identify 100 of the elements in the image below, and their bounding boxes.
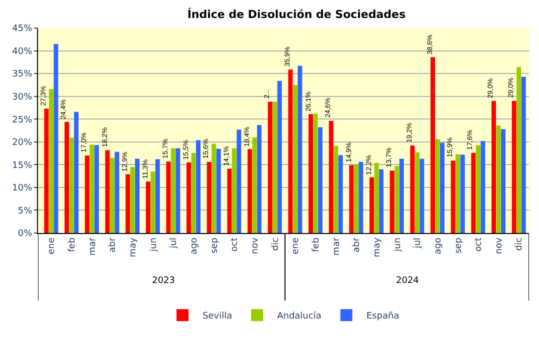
bar [64,122,70,233]
bar [379,169,384,233]
bar [69,138,74,233]
text: 2024 [396,276,420,286]
y-tick-label: 45% [12,24,33,34]
bar [328,120,334,233]
bar [74,112,79,233]
bar [338,155,343,233]
bar [440,142,445,233]
x-tick-label: feb [67,237,78,252]
x-tick-label: mar [88,237,98,256]
x-tick-label: jul [413,238,424,250]
x-tick-label: mar [332,237,342,256]
bar [196,140,201,233]
bar [176,148,180,233]
bar [110,158,114,233]
bar [334,146,338,233]
x-tick-label: oct [230,237,240,252]
bar [435,139,440,233]
y-tick-label: 40% [12,46,33,57]
bar [191,152,196,233]
x-tick-label: nov [250,236,260,254]
x-tick-label: jul [169,238,180,250]
bar [186,162,192,233]
text: 2023 [152,276,175,286]
bar [90,144,94,233]
bar [268,102,272,233]
bar [44,108,49,233]
x-tick-label: sep [454,237,464,254]
bar [512,100,516,233]
y-tick-label: 25% [12,115,33,126]
bar [248,149,252,233]
bar [358,162,364,233]
bar [227,168,232,233]
bar [257,125,262,233]
legend-label: Andalucía [277,310,322,322]
bar [516,67,522,233]
legend-label: España [366,312,400,322]
chart-title: Índice de Disolución de Sociedades [187,6,406,21]
bar [492,100,496,233]
bar [130,166,135,233]
bar [480,140,486,233]
bar [313,114,318,233]
bar [252,137,257,233]
bar [308,114,314,233]
y-tick-label: 10% [12,184,33,194]
bar [420,158,424,233]
bar [232,148,236,233]
x-tick-label: ago [189,237,200,254]
x-tick-label: abr [352,237,362,253]
x-tick-label: feb [311,237,322,252]
bar [318,127,323,233]
bar [155,159,160,233]
bar [206,162,212,233]
bar [471,152,476,233]
bar [349,165,354,233]
x-tick-label: ene [47,237,58,254]
bar [212,144,216,233]
bar [126,174,130,233]
bar [430,57,436,233]
x-tick-label: dic [514,238,525,251]
bar [48,89,54,233]
bar [354,164,358,233]
y-tick-label: 15% [12,160,33,171]
x-tick-label: nov [494,236,504,254]
bar [394,166,400,233]
bar [84,156,90,233]
bar [370,177,374,233]
bar [272,102,278,233]
bar [288,69,293,233]
y-tick-label: 0% [18,229,33,240]
bar [216,148,221,233]
y-tick-label: 35% [12,70,33,80]
x-tick-label: may [372,236,382,258]
y-tick-label: 5% [18,206,33,216]
x-tick-label: jun [392,238,403,253]
legend-label: Sevilla [202,312,232,322]
x-tick-label: may [128,236,138,258]
bar [135,158,140,233]
bar [410,146,415,233]
x-tick-label: abr [108,237,118,253]
bar [292,84,298,233]
x-tick-label: ene [291,237,302,254]
bar [94,145,99,233]
bar [414,152,420,233]
bar [476,145,480,233]
bar [146,182,150,233]
bar [374,162,379,233]
bar [236,130,242,233]
bar [390,170,394,233]
x-tick-label: ago [433,237,444,254]
x-tick-label: sep [210,237,220,254]
bar [170,148,176,233]
bar [500,129,506,233]
bar [166,161,171,233]
bar [496,125,501,233]
x-tick-label: jun [148,238,159,253]
y-tick-label: 20% [12,138,33,148]
x-tick-label: dic [270,238,281,251]
bar [114,152,120,233]
